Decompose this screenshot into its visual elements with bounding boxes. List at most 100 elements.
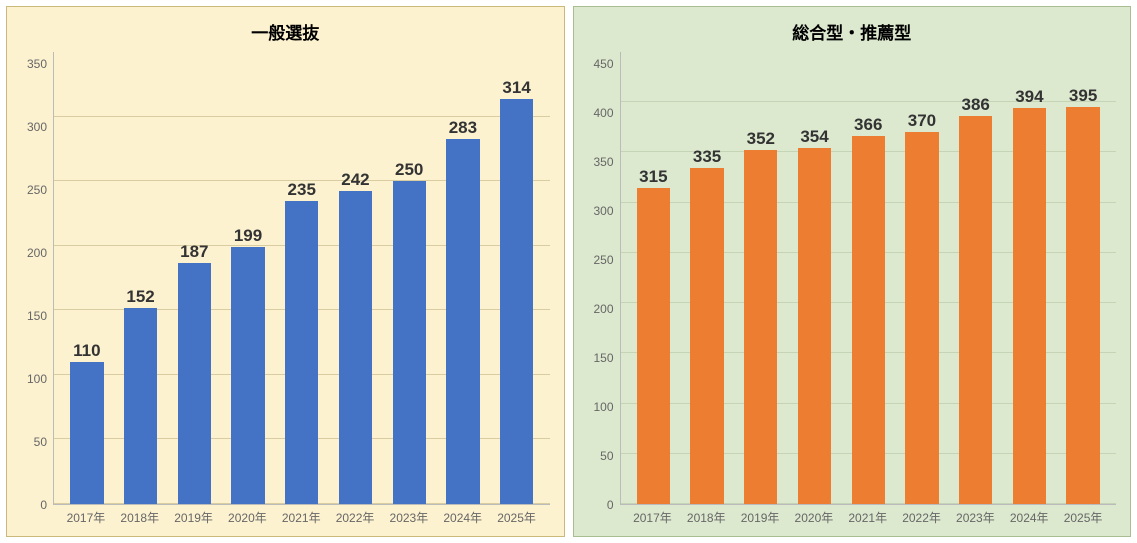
bar	[959, 116, 992, 504]
bar-value-label: 110	[73, 342, 100, 359]
bar	[690, 168, 723, 504]
x-tick-label: 2023年	[948, 509, 1002, 526]
bar-value-label: 352	[747, 130, 775, 147]
left-y-axis: 050100150200250300350	[21, 52, 53, 505]
bar-slot: 199	[221, 52, 275, 504]
bar-slot: 366	[841, 52, 895, 504]
y-tick-label: 150	[588, 352, 614, 364]
bar-slot: 370	[895, 52, 949, 504]
left-chart-panel: 一般選抜 0 50 100 150 200 250 300 350 110 152 187 199 2…	[6, 6, 565, 537]
y-tick-label: 300	[21, 121, 47, 133]
bar	[500, 99, 533, 505]
y-tick-label: 350	[21, 58, 47, 70]
right-plot-wrap: 050100150200250300350400450 315335352354…	[588, 52, 1117, 505]
x-tick-label: 2017年	[626, 509, 680, 526]
x-tick-label: 2018年	[113, 509, 167, 526]
bar-value-label: 242	[341, 171, 369, 188]
x-tick-label: 2019年	[167, 509, 221, 526]
right-chart-panel: 総合型・推薦型 050100150200250300350400450 3153…	[573, 6, 1132, 537]
left-chart-title: 一般選抜	[21, 19, 550, 44]
y-tick-label: 250	[588, 254, 614, 266]
bar	[905, 132, 938, 504]
x-tick-label: 2020年	[220, 509, 274, 526]
y-tick-label: 450	[588, 58, 614, 70]
x-tick-label: 2021年	[841, 509, 895, 526]
y-tick-label: 150	[21, 310, 47, 322]
bar-slot: 352	[734, 52, 788, 504]
bar-value-label: 250	[395, 161, 423, 178]
bar-slot: 110	[60, 52, 114, 504]
x-tick-label: 2022年	[328, 509, 382, 526]
bar-value-label: 187	[180, 243, 208, 260]
y-tick-label: 50	[588, 450, 614, 462]
bar-slot: 235	[275, 52, 329, 504]
y-tick-label: 100	[588, 401, 614, 413]
bar	[1066, 107, 1099, 504]
bar-value-label: 354	[800, 128, 828, 145]
x-tick-label: 2025年	[490, 509, 544, 526]
bar-value-label: 394	[1015, 88, 1043, 105]
y-tick-label: 50	[21, 436, 47, 448]
y-tick-label: 0	[21, 499, 47, 511]
bar	[744, 150, 777, 504]
right-bars: 315 335 352 354 366 370 386 394 395	[621, 52, 1117, 504]
bar-value-label: 386	[961, 96, 989, 113]
x-tick-label: 2024年	[1002, 509, 1056, 526]
y-tick-label: 200	[588, 303, 614, 315]
bar-slot: 283	[436, 52, 490, 504]
y-tick-label: 100	[21, 373, 47, 385]
bar	[178, 263, 211, 504]
y-tick-label: 0	[588, 499, 614, 511]
bar-value-label: 335	[693, 148, 721, 165]
bar-value-label: 366	[854, 116, 882, 133]
x-tick-label: 2022年	[895, 509, 949, 526]
y-tick-label: 250	[21, 184, 47, 196]
y-tick-label: 400	[588, 107, 614, 119]
bar-value-label: 370	[908, 112, 936, 129]
bar-value-label: 283	[449, 119, 477, 136]
bar-slot: 315	[627, 52, 681, 504]
left-plot-area: 110 152 187 199 235 242 250 283 314	[53, 52, 550, 505]
bar	[446, 139, 479, 504]
bar-value-label: 315	[639, 168, 667, 185]
bar-slot: 314	[490, 52, 544, 504]
x-tick-label: 2017年	[59, 509, 113, 526]
left-x-axis: 2017年2018年2019年2020年2021年2022年2023年2024年…	[53, 505, 550, 526]
bar-slot: 386	[949, 52, 1003, 504]
x-tick-label: 2018年	[679, 509, 733, 526]
bar-value-label: 395	[1069, 87, 1097, 104]
bar-slot: 187	[167, 52, 221, 504]
bar	[231, 247, 264, 504]
y-tick-label: 300	[588, 205, 614, 217]
bar	[798, 148, 831, 504]
bar-slot: 152	[114, 52, 168, 504]
left-bars: 110 152 187 199 235 242 250 283 314	[54, 52, 550, 504]
bar	[393, 181, 426, 504]
bar	[339, 191, 372, 504]
right-chart-title: 総合型・推薦型	[588, 19, 1117, 44]
x-tick-label: 2024年	[436, 509, 490, 526]
x-tick-label: 2021年	[274, 509, 328, 526]
bar-slot: 394	[1003, 52, 1057, 504]
bar	[285, 201, 318, 504]
right-plot-area: 315 335 352 354 366 370 386 394 395	[620, 52, 1117, 505]
bar-slot: 242	[329, 52, 383, 504]
bar-value-label: 199	[234, 227, 262, 244]
x-tick-label: 2019年	[733, 509, 787, 526]
right-x-axis: 2017年2018年2019年2020年2021年2022年2023年2024年…	[620, 505, 1117, 526]
y-tick-label: 350	[588, 156, 614, 168]
y-tick-label: 200	[21, 247, 47, 259]
bar-slot: 395	[1056, 52, 1110, 504]
left-plot-wrap: 050100150200250300350 110152187199235242…	[21, 52, 550, 505]
bar	[70, 362, 103, 504]
x-tick-label: 2020年	[787, 509, 841, 526]
bar-slot: 335	[680, 52, 734, 504]
bar	[852, 136, 885, 504]
bar	[637, 188, 670, 504]
bar	[1013, 108, 1046, 504]
right-y-axis: 050100150200250300350400450	[588, 52, 620, 505]
bar-slot: 250	[382, 52, 436, 504]
bar-value-label: 235	[288, 181, 316, 198]
bar-value-label: 314	[502, 79, 530, 96]
bar	[124, 308, 157, 504]
